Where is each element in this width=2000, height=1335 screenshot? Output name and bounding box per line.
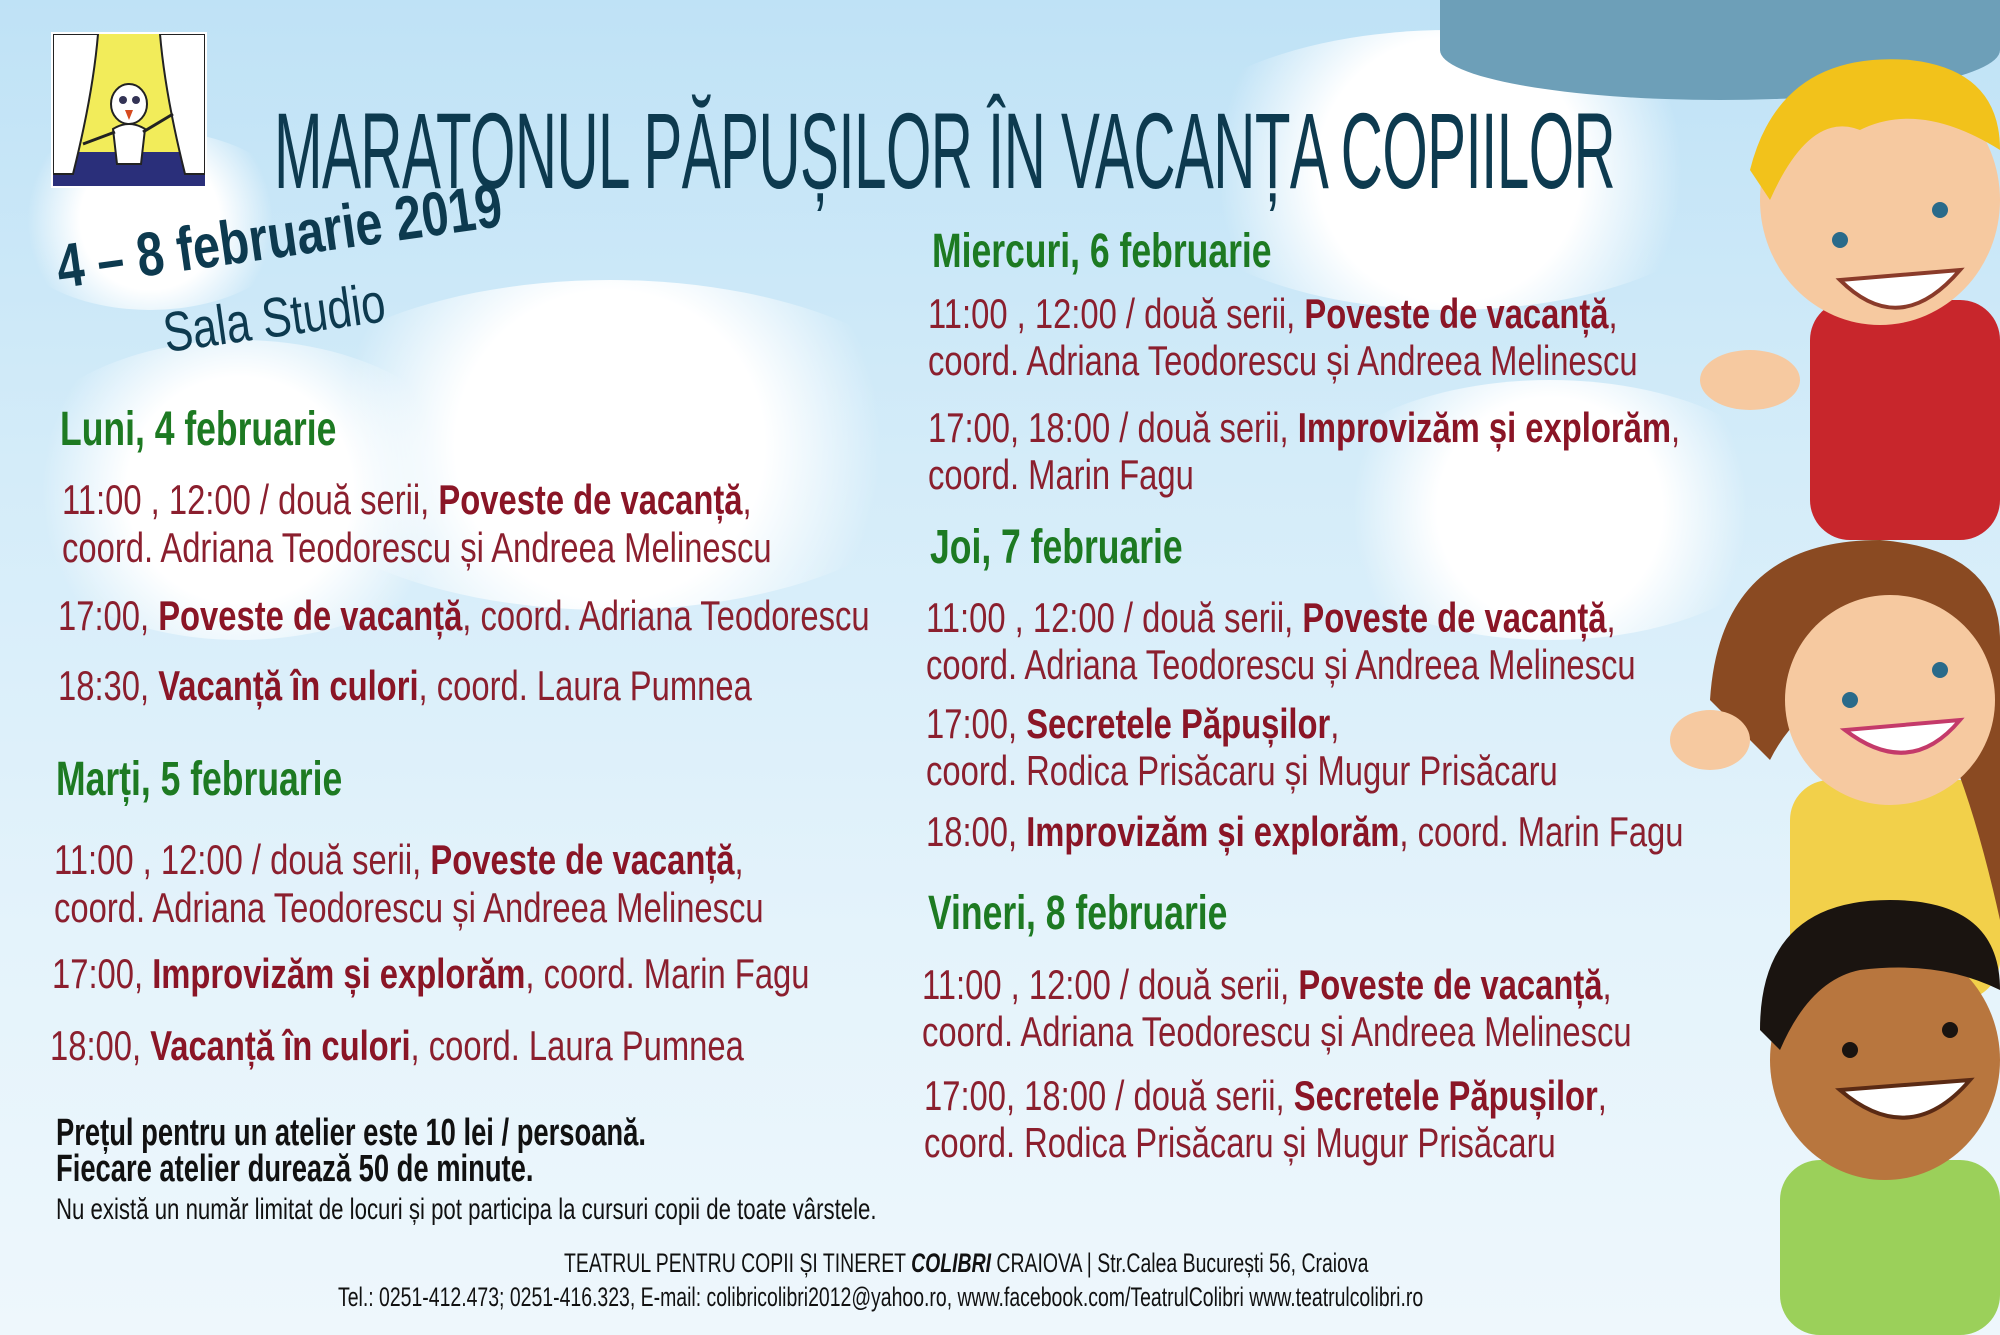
day-heading: Miercuri, 6 februarie xyxy=(932,225,1272,278)
duration-note: Fiecare atelier durează 50 de minute. xyxy=(56,1148,534,1190)
puppet-theatre-logo xyxy=(51,32,207,188)
day-heading: Marți, 5 februarie xyxy=(56,753,343,806)
footer-contact: Tel.: 0251-412.473; 0251-416.323, E-mail… xyxy=(338,1282,1424,1312)
children-illustration xyxy=(1670,59,2000,1335)
session-line: 17:00, Poveste de vacanță, coord. Adrian… xyxy=(58,592,870,639)
footer-organization: TEATRUL PENTRU COPII ȘI TINERET COLIBRI … xyxy=(564,1248,1369,1278)
session-line: coord. Marin Fagu xyxy=(928,451,1194,498)
session-line: coord. Adriana Teodorescu și Andreea Mel… xyxy=(54,884,764,931)
session-line: coord. Adriana Teodorescu și Andreea Mel… xyxy=(922,1008,1632,1055)
session-line: coord. Adriana Teodorescu și Andreea Mel… xyxy=(62,524,772,571)
session-line: 17:00, 18:00 / două serii, Improvizăm și… xyxy=(928,404,1681,451)
session-line: 11:00 , 12:00 / două serii, Poveste de v… xyxy=(54,836,744,883)
session-line: 11:00 , 12:00 / două serii, Poveste de v… xyxy=(926,594,1616,641)
session-line: coord. Rodica Prisăcaru și Mugur Prisăca… xyxy=(924,1119,1556,1166)
session-line: coord. Adriana Teodorescu și Andreea Mel… xyxy=(926,641,1636,688)
session-line: 17:00, 18:00 / două serii, Secretele Păp… xyxy=(924,1072,1607,1119)
session-line: coord. Rodica Prisăcaru și Mugur Prisăca… xyxy=(926,747,1558,794)
cloud xyxy=(260,280,960,610)
session-line: 11:00 , 12:00 / două serii, Poveste de v… xyxy=(922,961,1612,1008)
page-title: MARATONUL PĂPUȘILOR ÎN VACANȚA COPIILOR xyxy=(274,90,1616,211)
boy-blond xyxy=(1700,59,2000,540)
session-line: 18:30, Vacanță în culori, coord. Laura P… xyxy=(58,662,752,709)
session-line: 17:00, Secretele Păpușilor, xyxy=(926,700,1340,747)
day-heading: Vineri, 8 februarie xyxy=(928,887,1228,940)
seats-note: Nu există un număr limitat de locuri și … xyxy=(56,1193,877,1226)
session-line: 18:00, Vacanță în culori, coord. Laura P… xyxy=(50,1022,744,1069)
boy-dark-hair xyxy=(1760,900,2000,1335)
day-heading: Joi, 7 februarie xyxy=(930,521,1183,574)
day-heading: Luni, 4 februarie xyxy=(60,403,337,456)
session-line: 11:00 , 12:00 / două serii, Poveste de v… xyxy=(62,476,752,523)
session-line: 17:00, Improvizăm și explorăm, coord. Ma… xyxy=(52,950,810,997)
session-line: 11:00 , 12:00 / două serii, Poveste de v… xyxy=(928,290,1618,337)
session-line: 18:00, Improvizăm și explorăm, coord. Ma… xyxy=(926,808,1684,855)
session-line: coord. Adriana Teodorescu și Andreea Mel… xyxy=(928,337,1638,384)
cloud xyxy=(1300,380,1800,640)
price-note: Prețul pentru un atelier este 10 lei / p… xyxy=(56,1112,646,1154)
